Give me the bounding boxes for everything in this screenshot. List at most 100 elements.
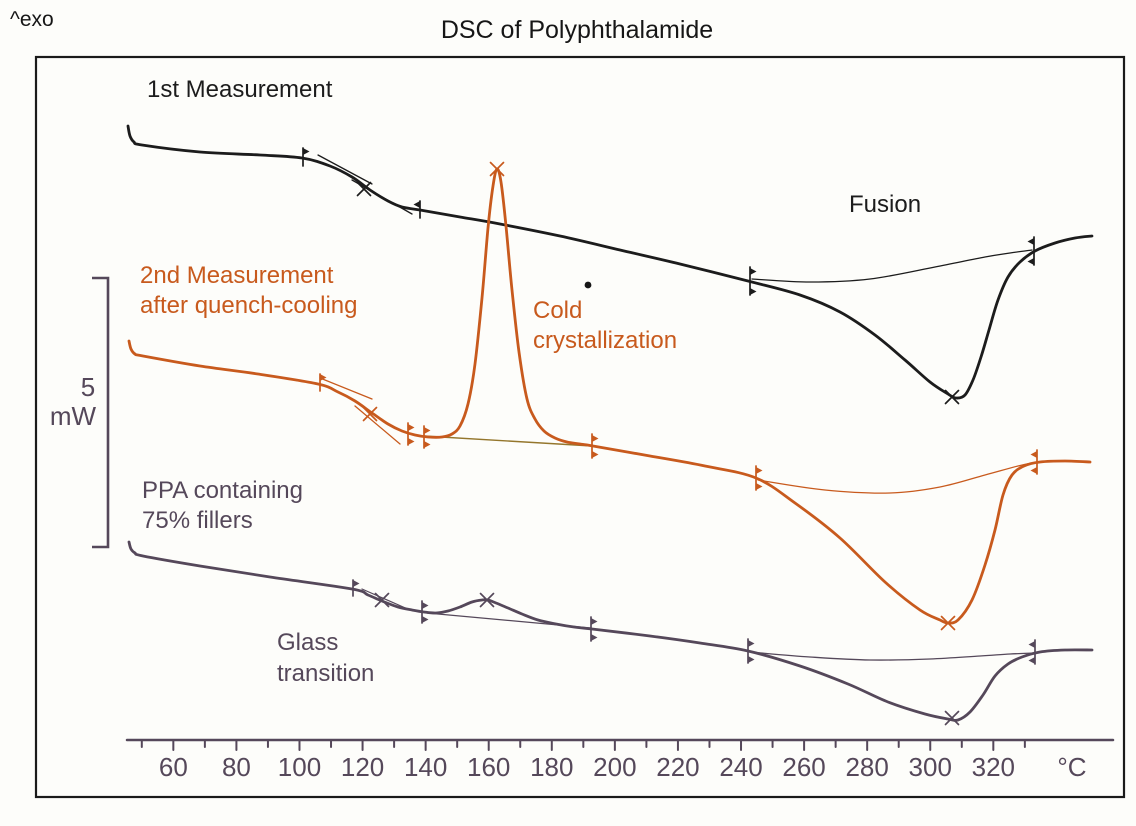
series-ppa-filled-limit-marker (747, 638, 755, 664)
marker-triangle (748, 640, 755, 647)
curves (126, 124, 1094, 726)
series-second-measurement-cold-cryst-baseline (423, 435, 593, 447)
marker-triangle (408, 424, 415, 431)
series-ppa-filled-limit-marker (590, 616, 598, 642)
x-axis-label-240: 240 (719, 752, 762, 782)
exo-direction-label: ^exo (10, 8, 54, 31)
marker-triangle (592, 435, 599, 442)
annotation-glass-transition-line2: transition (277, 660, 374, 687)
annotation-fusion: Fusion (849, 191, 921, 218)
marker-triangle (413, 201, 420, 208)
series-first-measurement-curve (126, 124, 1094, 400)
series-first-measurement-flag-marker (302, 147, 310, 167)
marker-triangle (303, 148, 310, 155)
series-second-measurement-flag-marker (319, 373, 327, 392)
series-label-ppa-line2: 75% fillers (142, 507, 253, 534)
marker-triangle (353, 580, 360, 587)
x-axis-label-80: 80 (222, 752, 251, 782)
scale-bar-value: 5 (81, 372, 95, 402)
line (374, 592, 390, 608)
marker-triangle (592, 451, 599, 458)
marker-triangle (750, 288, 757, 295)
series-second-measurement-cross-marker (362, 406, 378, 422)
series-second-measurement-curve (127, 167, 1092, 625)
plot-frame (34, 55, 1126, 799)
x-axis-label-200: 200 (593, 752, 636, 782)
line (940, 615, 956, 631)
series-first-measurement-limit-marker (749, 266, 757, 296)
line (362, 406, 378, 422)
series-ppa-filled (127, 540, 1094, 726)
marker-triangle (320, 374, 327, 381)
series-label-ppa-line1: PPA containing (142, 477, 303, 504)
marker-triangle (1030, 467, 1037, 474)
marker-triangle (756, 467, 763, 474)
x-axis-label-220: 220 (656, 752, 699, 782)
line (944, 710, 960, 726)
annotation-dot (584, 281, 592, 289)
series-second-measurement-limit-marker (407, 422, 415, 446)
scale-bar-unit: mW (50, 401, 97, 431)
marker-triangle (424, 441, 431, 448)
series-label-second-measurement-line2: after quench-cooling (140, 292, 357, 319)
x-axis-label-180: 180 (530, 752, 573, 782)
marker-triangle (1030, 451, 1037, 458)
marker-triangle (422, 602, 429, 609)
marker-triangle (591, 618, 598, 625)
marker-triangle (756, 483, 763, 490)
marker-triangle (591, 634, 598, 641)
series-second-measurement-tg-tangent-lower (354, 405, 401, 445)
x-axis-label-100: 100 (278, 752, 321, 782)
x-axis-label-160: 160 (467, 752, 510, 782)
x-axis-label-140: 140 (404, 752, 447, 782)
marker-triangle (750, 268, 757, 275)
marker-triangle (408, 438, 415, 445)
line (479, 592, 495, 608)
series-first-measurement-flag-marker (413, 200, 421, 219)
x-axis-label-300: 300 (909, 752, 952, 782)
line (356, 181, 372, 197)
marker-triangle (422, 616, 429, 623)
heatflow-scale-bracket (92, 276, 110, 549)
series-first-measurement-limit-marker (1027, 236, 1035, 266)
series-ppa-filled-cross-marker (944, 710, 960, 726)
series-second-measurement-cross-marker (940, 615, 956, 631)
annotation-cold-crystallization-line1: Cold (533, 297, 582, 324)
chart-title: DSC of Polyphthalamide (441, 16, 713, 44)
x-axis-label-320: 320 (972, 752, 1015, 782)
series-ppa-filled-cross-marker (479, 592, 495, 608)
x-axis: 60 80 100 120 140 160 180 200 220 240 260 280 300 320 (125, 738, 1115, 782)
series-second-measurement-limit-marker (423, 425, 431, 449)
series-second-measurement (127, 161, 1092, 631)
marker-triangle (1028, 657, 1035, 664)
series-second-measurement-cross-marker (489, 161, 505, 177)
series-first-measurement-cross-marker (356, 181, 372, 197)
annotation-cold-crystallization-line2: crystallization (533, 327, 677, 354)
series-ppa-filled-limit-marker (421, 600, 429, 624)
series-label-first-measurement: 1st Measurement (147, 76, 333, 103)
series-first-measurement-cross-marker (944, 389, 960, 405)
line (489, 161, 505, 177)
series-second-measurement-limit-marker (755, 465, 763, 491)
series-first-measurement-tg-tangent-upper (317, 154, 373, 185)
marker-triangle (424, 427, 431, 434)
series-ppa-filled-fusion-baseline (749, 651, 1036, 661)
series-first-measurement-fusion-baseline (751, 249, 1033, 283)
x-axis-label-260: 260 (782, 752, 825, 782)
series-ppa-filled-cross-marker (374, 592, 390, 608)
annotation-glass-transition-line1: Glass (277, 629, 338, 656)
x-axis-label-120: 120 (341, 752, 384, 782)
marker-triangle (1027, 258, 1034, 265)
line (944, 389, 960, 405)
marker-triangle (1028, 641, 1035, 648)
x-axis-label-60: 60 (159, 752, 188, 782)
series-ppa-filled-flag-marker (352, 579, 360, 597)
series-ppa-filled-curve (127, 540, 1094, 722)
series-ppa-filled-tg-tangent (361, 588, 411, 611)
series-second-measurement-limit-marker (1030, 449, 1038, 475)
marker-triangle (748, 656, 755, 663)
series-ppa-filled-limit-marker (1028, 639, 1036, 665)
series-label-second-measurement-line1: 2nd Measurement (140, 262, 334, 289)
